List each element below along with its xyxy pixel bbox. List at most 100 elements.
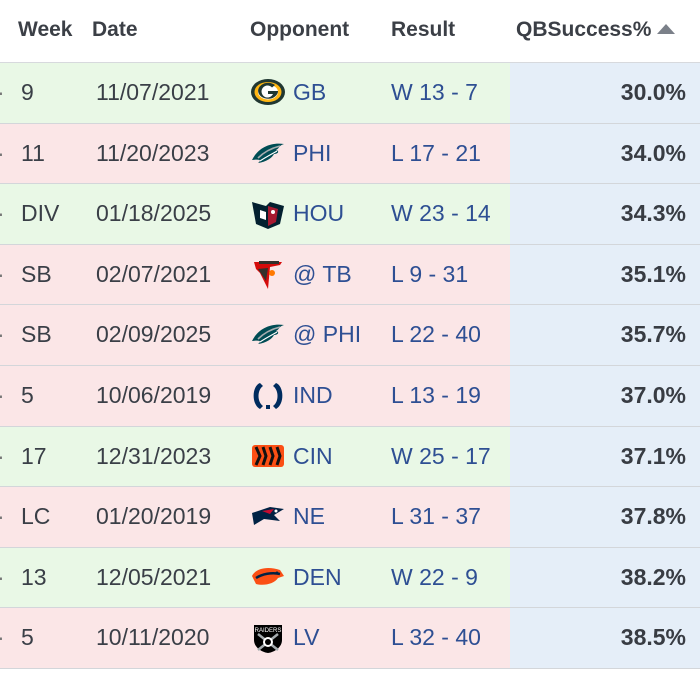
- opponent-link[interactable]: NE: [293, 503, 325, 530]
- week-cell: 9: [21, 79, 34, 105]
- table-row[interactable]: · 17 12/31/2023 CIN W 25 - 17 37.1%: [0, 426, 700, 488]
- qb-success-cell: 35.1%: [620, 260, 686, 287]
- result-link[interactable]: W 25 - 17: [391, 442, 491, 469]
- broncos-logo-icon: [250, 562, 286, 594]
- sorted-column-highlight: [510, 184, 700, 244]
- sorted-column-highlight: [510, 487, 700, 547]
- date-cell: 02/09/2025: [96, 321, 212, 348]
- table-row[interactable]: · DIV 01/18/2025 HOU W 23 - 14 34.3%: [0, 184, 700, 245]
- table-row[interactable]: · 5 10/06/2019 IND L 13 - 19 37.0%: [0, 365, 700, 427]
- row-truncated-marker: ·: [0, 79, 5, 106]
- buccaneers-logo-icon: [250, 259, 286, 291]
- sorted-column-highlight: [510, 305, 700, 365]
- week-cell: DIV: [21, 200, 60, 227]
- opponent-link[interactable]: @ TB: [293, 260, 352, 287]
- result-link[interactable]: L 9 - 31: [391, 260, 469, 287]
- table-row[interactable]: · LC 01/20/2019 NE L 31 - 37 37.8%: [0, 487, 700, 548]
- result-link[interactable]: L 32 - 40: [391, 624, 481, 651]
- row-truncated-marker: ·: [0, 503, 5, 530]
- result-link[interactable]: W 23 - 14: [391, 200, 491, 227]
- sorted-column-highlight: [510, 244, 700, 305]
- date-cell: 01/20/2019: [96, 503, 212, 530]
- result-link[interactable]: L 31 - 37: [391, 503, 481, 530]
- svg-text:RAIDERS: RAIDERS: [255, 628, 282, 634]
- date-cell: 11/07/2021: [96, 79, 210, 105]
- date-cell: 10/11/2020: [96, 624, 210, 651]
- week-cell: SB: [21, 321, 52, 348]
- qb-success-cell: 37.0%: [620, 381, 686, 408]
- packers-logo-icon: [250, 77, 286, 109]
- column-header-date[interactable]: Date: [92, 18, 138, 41]
- qb-success-cell: 34.3%: [620, 200, 686, 227]
- colts-logo-icon: [250, 380, 286, 412]
- table-body: · 9 11/07/2021 GB W 13 - 7 30.0% · 11 11/20/2023…: [0, 63, 700, 669]
- sort-ascending-icon[interactable]: [657, 24, 675, 34]
- week-cell: 5: [21, 624, 34, 651]
- opponent-link[interactable]: IND: [293, 381, 333, 408]
- sorted-column-highlight: [510, 608, 700, 668]
- result-link[interactable]: L 13 - 19: [391, 381, 481, 408]
- date-cell: 10/06/2019: [96, 381, 212, 408]
- sorted-column-highlight: [510, 123, 700, 184]
- row-truncated-marker: ·: [0, 321, 5, 348]
- opponent-link[interactable]: DEN: [293, 563, 342, 590]
- result-link[interactable]: W 13 - 7: [391, 79, 478, 105]
- row-truncated-marker: ·: [0, 564, 5, 591]
- opponent-link[interactable]: LV: [293, 624, 320, 651]
- qb-success-cell: 38.5%: [620, 624, 686, 651]
- table-row[interactable]: · SB 02/07/2021 @ TB L 9 - 31 35.1%: [0, 244, 700, 306]
- sorted-column-highlight: [510, 547, 700, 608]
- qb-success-cell: 38.2%: [620, 563, 686, 590]
- qb-success-cell: 30.0%: [620, 79, 686, 105]
- qb-success-cell: 35.7%: [620, 321, 686, 348]
- qb-success-cell: 37.8%: [620, 503, 686, 530]
- table-row[interactable]: · 9 11/07/2021 GB W 13 - 7 30.0%: [0, 63, 700, 124]
- bengals-logo-icon: [250, 441, 286, 473]
- table-row[interactable]: · 11 11/20/2023 PHI L 17 - 21 34.0%: [0, 123, 700, 185]
- qb-success-cell: 37.1%: [620, 442, 686, 469]
- patriots-logo-icon: [250, 501, 286, 533]
- texans-logo-icon: [250, 198, 286, 230]
- opponent-link[interactable]: HOU: [293, 200, 345, 227]
- row-truncated-marker: ·: [0, 261, 5, 288]
- opponent-link[interactable]: @ PHI: [293, 321, 362, 348]
- eagles-logo-icon: [250, 138, 286, 170]
- result-link[interactable]: L 22 - 40: [391, 321, 481, 348]
- column-header-week[interactable]: Week: [18, 18, 73, 41]
- row-truncated-marker: ·: [0, 443, 5, 470]
- table-header: Week Date Opponent Result QBSuccess%: [0, 0, 700, 63]
- sorted-column-highlight: [510, 63, 700, 123]
- week-cell: 11: [21, 139, 45, 166]
- week-cell: LC: [21, 503, 51, 530]
- result-link[interactable]: L 17 - 21: [391, 139, 481, 166]
- week-cell: 13: [21, 563, 47, 590]
- table-row[interactable]: · 5 10/11/2020 RAIDERS LV L 32 - 40 38.5%: [0, 608, 700, 669]
- column-header-opponent[interactable]: Opponent: [250, 18, 350, 41]
- date-cell: 01/18/2025: [96, 200, 212, 227]
- opponent-link[interactable]: CIN: [293, 442, 333, 469]
- date-cell: 11/20/2023: [96, 139, 210, 166]
- week-cell: 17: [21, 442, 47, 469]
- row-truncated-marker: ·: [0, 382, 5, 409]
- raiders-logo-icon: RAIDERS: [250, 622, 286, 654]
- eagles-logo-icon: [250, 319, 286, 351]
- week-cell: SB: [21, 260, 52, 287]
- column-header-qb-success[interactable]: QBSuccess%: [516, 18, 652, 41]
- row-truncated-marker: ·: [0, 624, 5, 651]
- week-cell: 5: [21, 381, 34, 408]
- opponent-link[interactable]: PHI: [293, 139, 332, 166]
- row-truncated-marker: ·: [0, 140, 5, 167]
- sorted-column-highlight: [510, 365, 700, 426]
- column-header-result[interactable]: Result: [391, 18, 456, 41]
- date-cell: 12/31/2023: [96, 442, 212, 469]
- sorted-column-highlight: [510, 426, 700, 487]
- table-row[interactable]: · SB 02/09/2025 @ PHI L 22 - 40 35.7%: [0, 305, 700, 366]
- date-cell: 02/07/2021: [96, 260, 212, 287]
- date-cell: 12/05/2021: [96, 563, 212, 590]
- qb-success-cell: 34.0%: [620, 139, 686, 166]
- result-link[interactable]: W 22 - 9: [391, 563, 478, 590]
- row-truncated-marker: ·: [0, 200, 5, 227]
- opponent-link[interactable]: GB: [293, 79, 327, 105]
- table-row[interactable]: · 13 12/05/2021 DEN W 22 - 9 38.2%: [0, 547, 700, 609]
